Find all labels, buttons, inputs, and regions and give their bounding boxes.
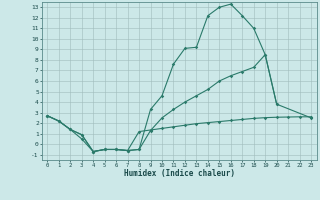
- X-axis label: Humidex (Indice chaleur): Humidex (Indice chaleur): [124, 169, 235, 178]
